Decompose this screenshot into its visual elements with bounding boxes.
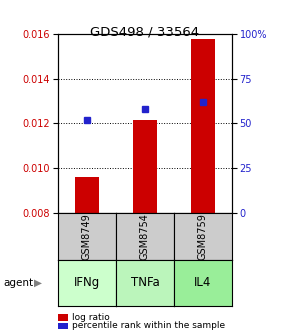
Text: GDS498 / 33564: GDS498 / 33564 — [90, 25, 200, 38]
Text: log ratio: log ratio — [72, 313, 110, 322]
Text: GSM8749: GSM8749 — [82, 213, 92, 260]
Bar — [133, 120, 157, 213]
Bar — [58, 314, 68, 321]
Text: percentile rank within the sample: percentile rank within the sample — [72, 322, 226, 330]
Text: IFNg: IFNg — [74, 276, 100, 289]
Bar — [75, 177, 99, 213]
Bar — [58, 323, 68, 329]
Text: TNFa: TNFa — [130, 276, 160, 289]
Text: GSM8754: GSM8754 — [140, 213, 150, 260]
Bar — [191, 39, 215, 213]
Text: GSM8759: GSM8759 — [198, 213, 208, 260]
Text: ▶: ▶ — [34, 278, 42, 288]
Text: agent: agent — [3, 278, 33, 288]
Text: IL4: IL4 — [194, 276, 212, 289]
